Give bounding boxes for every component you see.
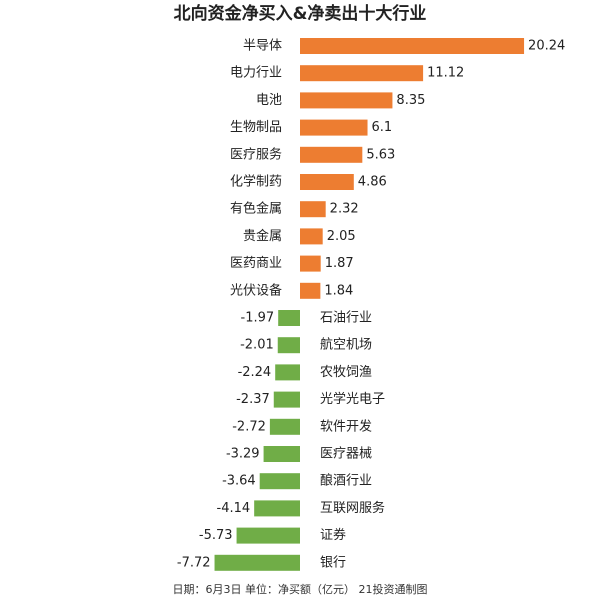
category-label: 互联网服务 bbox=[320, 500, 385, 516]
category-label: 医疗服务 bbox=[230, 146, 282, 162]
category-label: 农牧饲渔 bbox=[320, 365, 372, 380]
bar bbox=[275, 364, 300, 381]
category-label: 医疗器械 bbox=[320, 447, 372, 462]
bar bbox=[300, 92, 393, 109]
bar bbox=[254, 500, 300, 517]
value-label: -5.73 bbox=[199, 528, 233, 543]
value-label: -3.64 bbox=[222, 474, 256, 489]
category-label: 医药商业 bbox=[230, 256, 282, 271]
bar bbox=[300, 119, 368, 136]
category-label: 光伏设备 bbox=[230, 282, 282, 298]
bar bbox=[300, 38, 525, 54]
category-label: 电力行业 bbox=[230, 66, 282, 81]
value-label: 20.24 bbox=[528, 39, 565, 54]
bar bbox=[300, 228, 323, 245]
bar bbox=[273, 391, 300, 408]
value-label: -1.97 bbox=[241, 311, 275, 326]
category-label: 银行 bbox=[320, 555, 346, 570]
footer-note: 日期：6月3日 单位：净买额（亿元） 21投资通制图 bbox=[173, 582, 428, 596]
category-label: 电池 bbox=[256, 93, 282, 108]
value-label: -3.29 bbox=[226, 447, 260, 462]
bar bbox=[269, 418, 300, 435]
category-label: 软件开发 bbox=[320, 418, 372, 434]
category-label: 光学光电子 bbox=[320, 391, 385, 407]
category-label: 生物制品 bbox=[230, 120, 282, 135]
value-label: 2.32 bbox=[330, 202, 359, 217]
category-label: 有色金属 bbox=[230, 201, 282, 217]
value-label: 4.86 bbox=[358, 175, 387, 190]
value-label: 1.84 bbox=[324, 283, 353, 298]
bar bbox=[300, 65, 424, 82]
value-label: 1.87 bbox=[325, 256, 354, 271]
value-label: 8.35 bbox=[396, 93, 425, 108]
category-label: 化学制药 bbox=[230, 174, 282, 190]
value-label: -7.72 bbox=[177, 555, 211, 570]
bar bbox=[300, 146, 363, 163]
bar bbox=[236, 527, 300, 544]
value-label: -2.37 bbox=[236, 392, 270, 407]
bar bbox=[300, 201, 326, 218]
value-label: -2.24 bbox=[238, 365, 272, 380]
value-label: 11.12 bbox=[427, 66, 464, 81]
category-label: 酿酒行业 bbox=[320, 473, 372, 489]
bar bbox=[214, 554, 300, 571]
value-label: 5.63 bbox=[366, 147, 395, 162]
category-label: 贵金属 bbox=[243, 228, 282, 244]
chart-title: 北向资金净买入&净卖出十大行业 bbox=[174, 3, 427, 24]
value-label: -4.14 bbox=[217, 501, 251, 516]
category-label: 航空机场 bbox=[320, 337, 372, 353]
bar bbox=[263, 446, 300, 462]
value-label: 2.05 bbox=[327, 229, 356, 244]
bar bbox=[300, 282, 321, 299]
bar bbox=[300, 174, 354, 190]
value-label: -2.72 bbox=[232, 419, 266, 434]
category-label: 证券 bbox=[320, 527, 346, 543]
bar bbox=[278, 310, 300, 326]
value-label: -2.01 bbox=[240, 338, 274, 353]
value-label: 6.1 bbox=[372, 120, 393, 135]
bar bbox=[300, 255, 321, 272]
bar bbox=[277, 337, 300, 354]
category-label: 半导体 bbox=[243, 39, 282, 54]
bar bbox=[259, 473, 300, 490]
category-label: 石油行业 bbox=[320, 311, 372, 326]
